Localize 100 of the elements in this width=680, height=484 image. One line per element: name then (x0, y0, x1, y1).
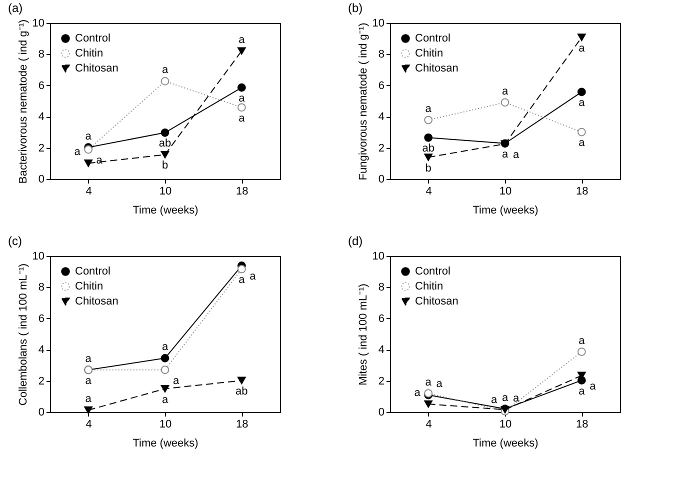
x-tick-label: 4 (426, 418, 432, 430)
y-tick-label: 0 (38, 406, 44, 418)
x-tick-label: 18 (576, 418, 588, 430)
y-tick-label: 4 (378, 111, 384, 124)
y-tick-label: 8 (378, 48, 384, 61)
annotation: a (502, 148, 509, 160)
chart-title: (b) (348, 1, 363, 15)
y-axis-title: Fungivorous nematode ( ind g⁻¹) (357, 22, 370, 180)
annotation: a (578, 334, 586, 347)
y-tick-label: 6 (378, 312, 384, 325)
x-axis-title: Time (weeks) (132, 204, 198, 216)
x-tick-label: 18 (236, 418, 248, 430)
annotation: ab (236, 385, 248, 398)
y-tick-label: 4 (378, 344, 384, 356)
x-tick-label: 18 (236, 186, 248, 198)
y-tick-label: 8 (38, 282, 44, 294)
point (160, 366, 170, 374)
x-axis-title: Time (weeks) (472, 438, 538, 450)
legend-label: Chitin (415, 48, 444, 60)
annotation: a (414, 387, 422, 400)
point (160, 150, 170, 158)
annotation: a (425, 376, 432, 388)
annotation: ab (158, 138, 172, 150)
point (160, 128, 170, 137)
point (237, 83, 246, 92)
y-tick-label: 2 (38, 142, 44, 154)
point (577, 88, 586, 96)
y-tick-label: 10 (372, 18, 384, 30)
legend-label: Chitosan (75, 62, 118, 74)
y-tick-label: 0 (38, 174, 44, 186)
y-axis-title: Bacterivorous nematode ( ind g⁻¹) (17, 19, 30, 184)
annotation: a (425, 103, 432, 116)
x-tick-label: 10 (499, 186, 512, 198)
x-tick-label: 10 (499, 418, 512, 430)
y-axis-title: Collembolans ( ind 100 mL⁻¹) (17, 263, 30, 406)
annotation: a (238, 112, 246, 124)
annotation: a (512, 392, 520, 405)
y-tick-label: 6 (38, 312, 44, 325)
point (577, 34, 586, 42)
point (424, 154, 433, 162)
annotation: b (425, 162, 432, 174)
y-tick-label: 2 (378, 375, 384, 388)
annotation: a (85, 130, 92, 142)
annotation: a (578, 42, 586, 54)
chart-title: (c) (8, 234, 22, 248)
x-axis-title: Time (weeks) (132, 438, 198, 450)
legend-label: Chitin (75, 280, 104, 292)
annotation: a (512, 148, 520, 161)
annotation: b (162, 160, 168, 172)
y-tick-label: 4 (38, 344, 44, 356)
point (237, 47, 246, 55)
y-tick-label: 6 (38, 80, 44, 92)
point (160, 385, 170, 392)
point (237, 103, 246, 112)
legend-label: Chitosan (75, 296, 118, 308)
annotation: a (578, 96, 586, 109)
annotation: a (85, 374, 92, 387)
annotation: a (238, 34, 246, 46)
y-tick-label: 10 (32, 250, 44, 262)
annotation: a (74, 146, 82, 158)
legend-label: Control (75, 32, 110, 44)
annotation: a (502, 85, 509, 98)
annotation: a (96, 154, 104, 167)
annotation: ab (422, 142, 434, 155)
y-axis-title: Mites ( ind 100 mL⁻¹) (357, 284, 370, 386)
point (237, 376, 246, 384)
y-tick-label: 6 (378, 80, 384, 92)
point (424, 133, 433, 142)
x-tick-label: 10 (159, 418, 172, 430)
legend-label: Control (415, 32, 450, 44)
annotation: a (578, 385, 586, 398)
point (84, 406, 93, 414)
y-tick-label: 2 (378, 142, 384, 154)
legend-label: Control (75, 266, 110, 278)
legend-label: Control (415, 266, 450, 278)
y-tick-label: 8 (38, 48, 44, 61)
point (424, 400, 433, 408)
x-tick-label: 10 (159, 186, 172, 198)
x-tick-label: 4 (86, 418, 92, 430)
annotation: a (162, 341, 169, 354)
annotation: a (162, 64, 169, 76)
annotation: a (85, 393, 92, 406)
y-tick-label: 10 (32, 18, 44, 30)
annotation: a (238, 274, 246, 286)
y-tick-label: 10 (372, 250, 384, 262)
point (577, 348, 586, 356)
legend-label: Chitin (75, 48, 104, 60)
annotation: a (238, 92, 246, 105)
annotation: a (502, 392, 509, 404)
annotation: a (172, 374, 180, 387)
annotation: a (85, 352, 92, 365)
y-tick-label: 4 (38, 111, 44, 124)
annotation: a (490, 394, 498, 406)
annotation: a (250, 270, 257, 283)
legend-label: Chitosan (415, 62, 458, 74)
x-tick-label: 4 (426, 186, 432, 198)
annotation: a (578, 137, 586, 150)
point (424, 116, 433, 124)
point (500, 98, 510, 107)
chart-title: (a) (8, 1, 23, 15)
